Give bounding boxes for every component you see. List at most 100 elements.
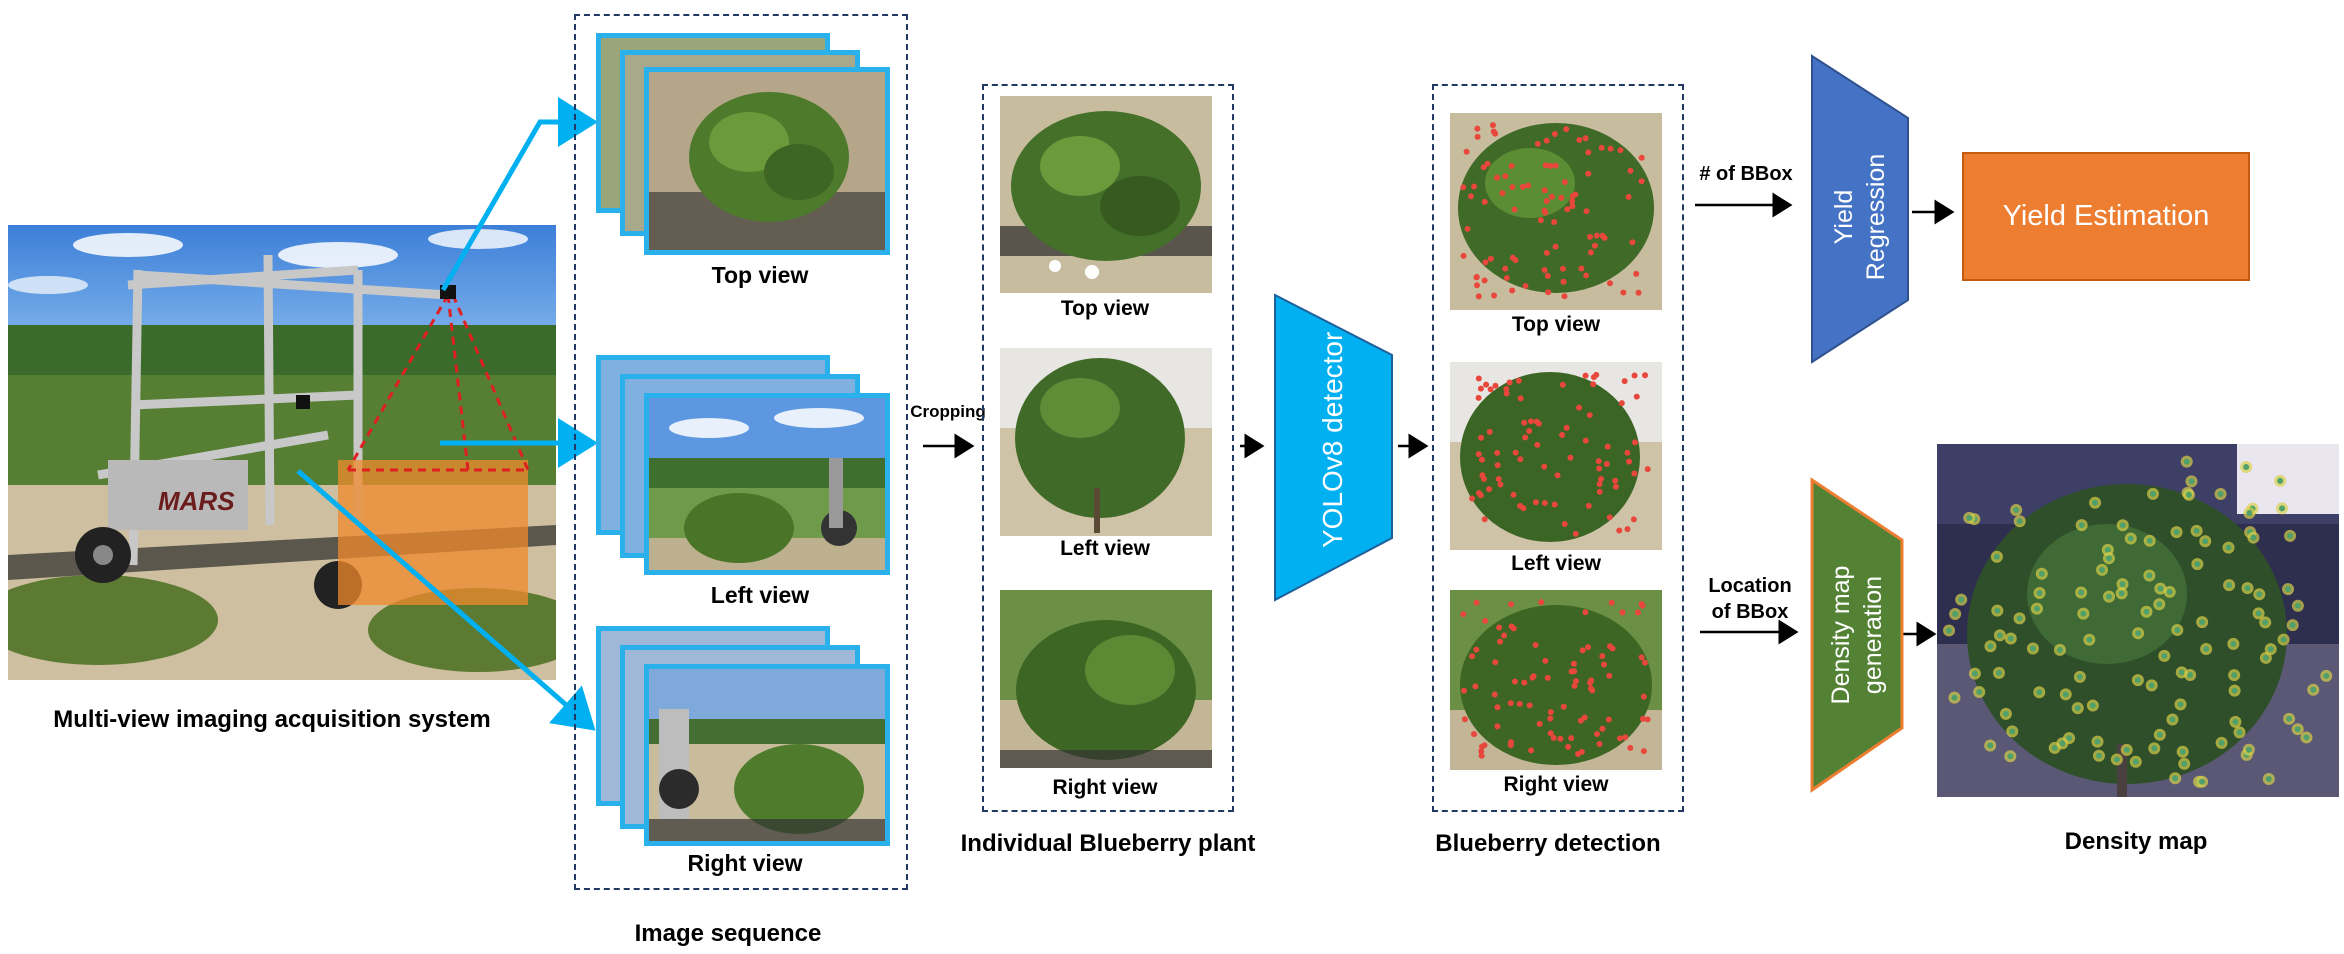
berry-box (1578, 265, 1585, 272)
berry-box (1526, 428, 1533, 435)
berry-box (1638, 600, 1645, 607)
density-core (1994, 607, 2001, 614)
location-bbox-line2: of BBox (1711, 601, 1789, 623)
density-core (2119, 522, 2126, 529)
berry-box (1547, 709, 1554, 716)
density-core (2056, 646, 2063, 653)
berry-box (1482, 259, 1489, 266)
location-bbox-line1: Location (1708, 575, 1792, 597)
berry-box (1627, 167, 1634, 174)
density-core (2059, 740, 2066, 747)
berry-box (1641, 659, 1648, 666)
right-view-photo (649, 669, 885, 841)
berry-box (1619, 609, 1626, 616)
berry-box (1492, 382, 1499, 389)
density-core (2113, 756, 2120, 763)
berry-box (1470, 731, 1477, 738)
berry-box (1507, 700, 1514, 707)
berry-box (1554, 472, 1561, 479)
berry-box (1572, 530, 1579, 537)
berry-box (1550, 734, 1557, 741)
berry-box (1502, 265, 1509, 272)
berry-box (1494, 462, 1501, 469)
berry-box (1497, 638, 1504, 645)
berry-box (1552, 162, 1559, 169)
density-core (2013, 507, 2020, 514)
berry-box (1644, 466, 1651, 473)
berry-box (1561, 293, 1568, 300)
berry-box (1640, 748, 1647, 755)
det-top-photo (1450, 113, 1662, 310)
density-core (2132, 758, 2139, 765)
berry-box (1520, 505, 1527, 512)
berry-box (1564, 206, 1571, 213)
density-core (2236, 729, 2243, 736)
density-core (2157, 585, 2164, 592)
density-core (2187, 671, 2194, 678)
berry-box (1473, 599, 1480, 606)
density-core (2134, 677, 2141, 684)
density-core (2280, 636, 2287, 643)
berry-box (1537, 217, 1544, 224)
berry-box (1510, 491, 1517, 498)
density-core (2262, 654, 2269, 661)
berry-box (1543, 137, 1550, 144)
berry-box (1563, 126, 1570, 133)
berry-box (1544, 272, 1551, 279)
berry-box (1473, 282, 1480, 289)
berry-box (1572, 678, 1579, 685)
density-generation-line2: generation (1859, 575, 1887, 695)
berry-box (1560, 278, 1567, 285)
density-core (2323, 672, 2330, 679)
berry-box (1568, 735, 1575, 742)
density-core (2178, 669, 2185, 676)
density-core (2007, 635, 2014, 642)
berry-box (1631, 372, 1638, 379)
berry-box (1571, 682, 1578, 689)
density-core (2255, 610, 2262, 617)
density-core (2232, 718, 2239, 725)
berry-box (1632, 439, 1639, 446)
density-core (2009, 728, 2016, 735)
berry-box (1586, 412, 1593, 419)
density-core (2231, 687, 2238, 694)
berry-box (1489, 122, 1496, 129)
berry-box (1622, 734, 1629, 741)
berry-box (1460, 252, 1467, 259)
density-core (2127, 535, 2134, 542)
density-core (2092, 499, 2099, 506)
density-core (2038, 570, 2045, 577)
berry-box (1596, 465, 1603, 472)
berry-box (1591, 242, 1598, 249)
berry-box (1484, 160, 1491, 167)
yield-regression-block (1811, 54, 1909, 364)
berry-box (1560, 703, 1567, 710)
berry-box (1494, 723, 1501, 730)
berry-box (1506, 379, 1513, 386)
yield-regression-line2: Regression (1862, 153, 1890, 281)
berry-box (1496, 624, 1503, 631)
density-core (2086, 636, 2093, 643)
berry-box (1620, 289, 1627, 296)
berry-box (1606, 643, 1613, 650)
berry-box (1526, 702, 1533, 709)
berry-box (1486, 486, 1493, 493)
berry-box (1532, 641, 1539, 648)
berry-box (1583, 272, 1590, 279)
berry-box (1578, 748, 1585, 755)
density-map-photo (1937, 444, 2339, 797)
berry-box (1541, 207, 1548, 214)
berry-box (1532, 499, 1539, 506)
berry-box (1585, 502, 1592, 509)
detection-panel-title: Blueberry detection (1435, 830, 1661, 857)
berry-box (1626, 458, 1633, 465)
berry-box (1590, 374, 1597, 381)
berry-box (1612, 477, 1619, 484)
berry-box (1557, 735, 1564, 742)
density-core (2166, 588, 2173, 595)
density-core (1987, 742, 1994, 749)
density-core (2203, 645, 2210, 652)
berry-box (1529, 674, 1536, 681)
berry-box (1576, 404, 1583, 411)
density-core (2094, 738, 2101, 745)
